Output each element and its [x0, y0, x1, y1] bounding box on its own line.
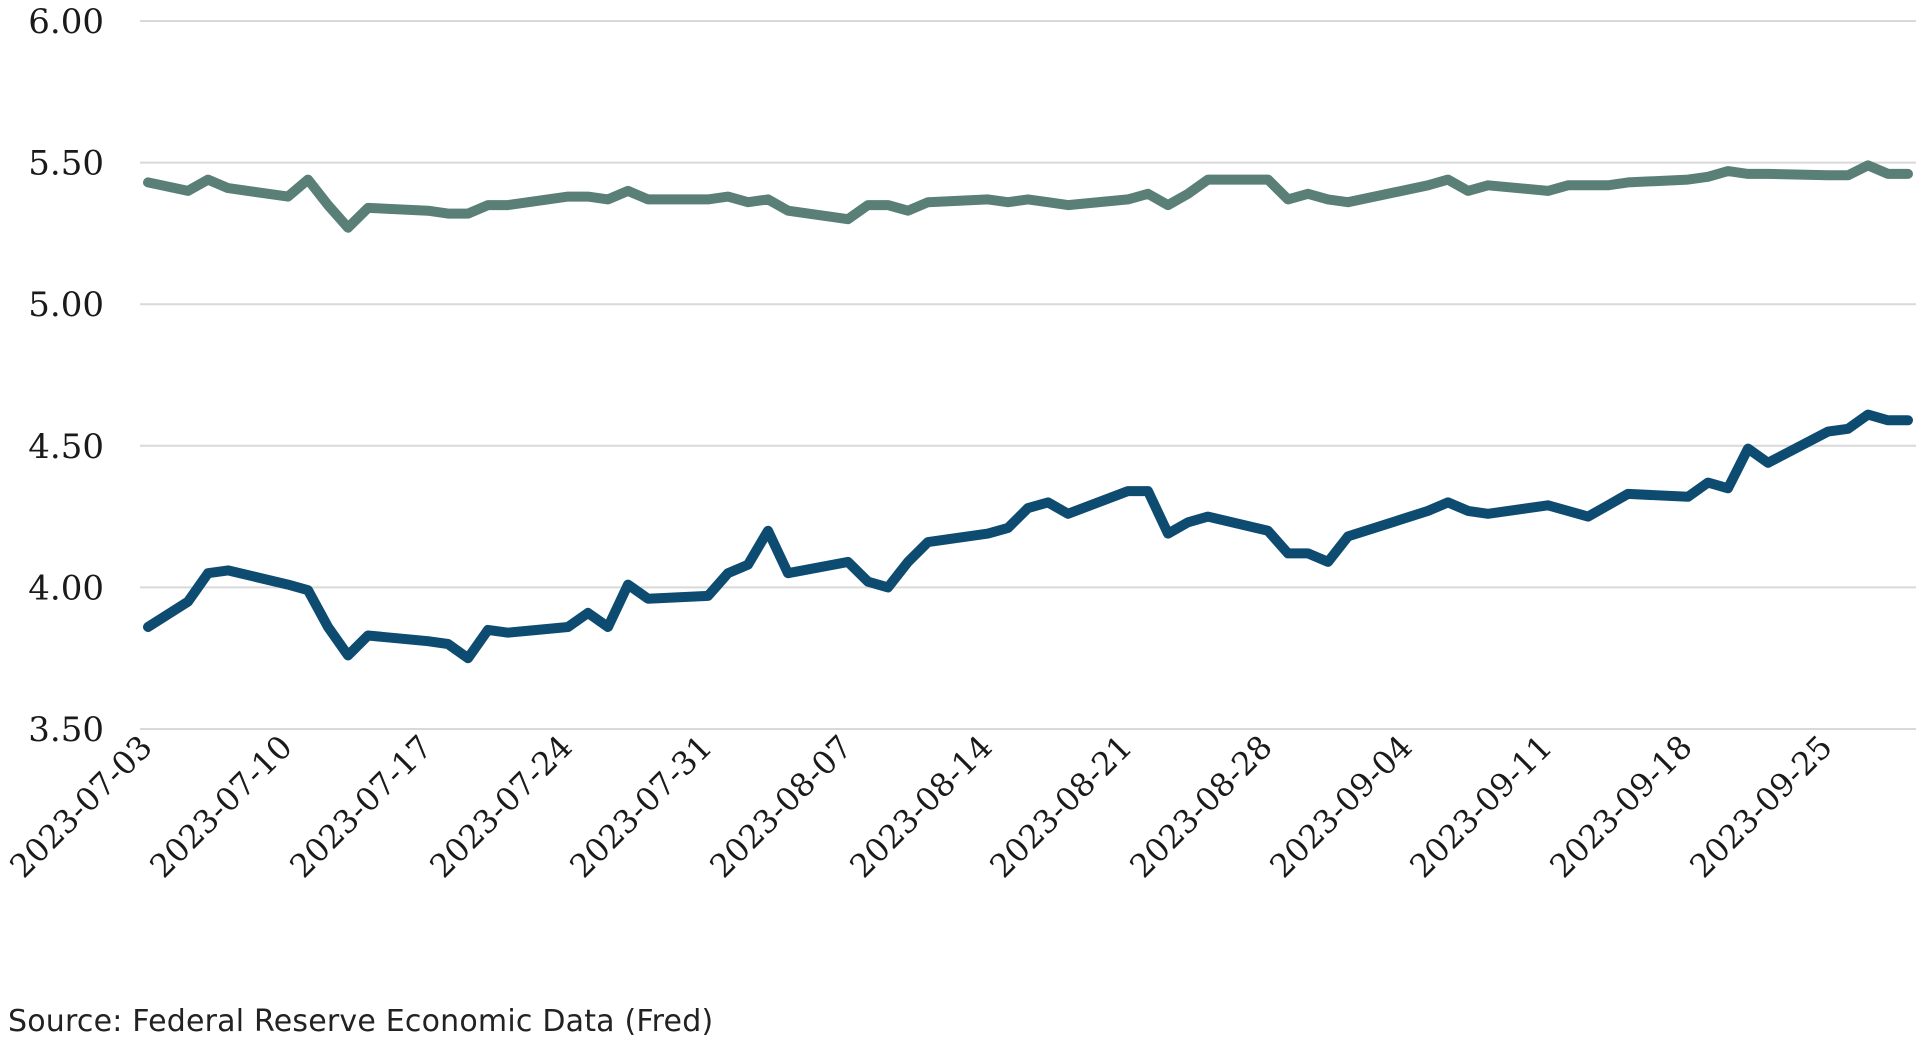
y-tick-label: 3.50: [28, 710, 104, 750]
series-line-2: [143, 409, 1913, 664]
x-tick-label: 2023-09-11: [1402, 728, 1559, 885]
x-tick-label: 2023-08-28: [1122, 728, 1279, 885]
x-tick-label: 2023-08-21: [982, 728, 1139, 885]
series-line-1: [143, 160, 1913, 233]
x-tick-label: 2023-07-10: [142, 728, 299, 885]
y-tick-label: 6.00: [28, 2, 104, 42]
x-tick-label: 2023-09-18: [1542, 728, 1699, 885]
x-tick-label: 2023-09-04: [1262, 728, 1419, 885]
y-tick-label: 5.50: [28, 144, 104, 184]
x-tick-label: 2023-08-07: [702, 728, 859, 885]
x-axis-tick-labels: 2023-07-032023-07-102023-07-172023-07-24…: [2, 728, 1839, 885]
x-tick-label: 2023-07-31: [562, 728, 719, 885]
gridlines: [140, 20, 1916, 730]
y-tick-label: 4.00: [28, 568, 104, 608]
x-tick-label: 2023-07-17: [282, 728, 439, 885]
source-note: Source: Federal Reserve Economic Data (F…: [8, 1004, 714, 1039]
y-tick-label: 4.50: [28, 427, 104, 467]
series-lines: [143, 160, 1913, 664]
x-tick-label: 2023-08-14: [842, 728, 999, 885]
x-tick-label: 2023-07-24: [422, 728, 579, 885]
y-tick-label: 5.00: [28, 285, 104, 325]
x-tick-label: 2023-07-03: [2, 728, 159, 885]
y-axis-tick-labels: 3.50 4.00 4.50 5.00 5.50 6.00: [28, 2, 104, 750]
x-tick-label: 2023-09-25: [1682, 728, 1839, 885]
